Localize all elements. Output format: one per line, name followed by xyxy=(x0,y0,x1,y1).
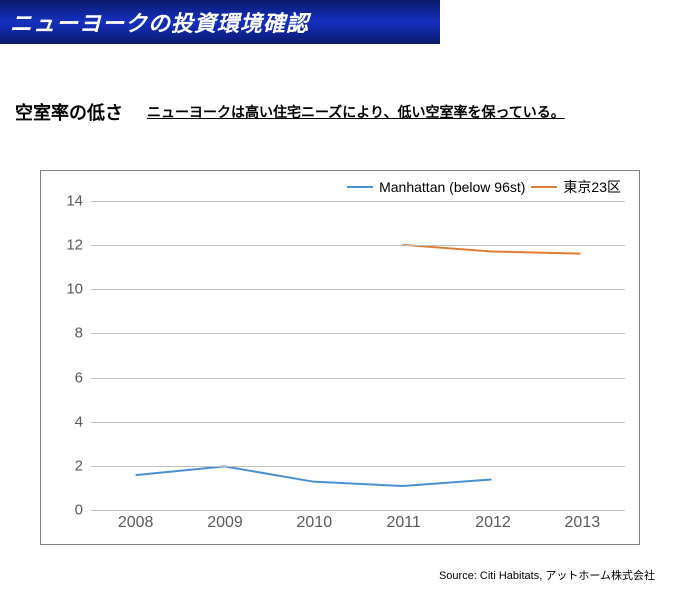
gridline xyxy=(91,422,625,423)
vacancy-chart: Manhattan (below 96st)東京23区 024681012142… xyxy=(40,170,640,545)
y-tick-label: 8 xyxy=(75,325,83,342)
x-tick-label: 2008 xyxy=(118,514,154,532)
y-tick-label: 10 xyxy=(66,281,83,298)
x-tick-label: 2010 xyxy=(297,514,333,532)
y-tick-label: 12 xyxy=(66,237,83,254)
x-tick-label: 2013 xyxy=(565,514,601,532)
chart-legend: Manhattan (below 96st) 東京23区 xyxy=(347,177,621,197)
gridline xyxy=(91,245,625,246)
gridline xyxy=(91,378,625,379)
x-tick-label: 2011 xyxy=(386,514,420,532)
section-subtitle: 空室率の低さ xyxy=(15,99,123,125)
x-tick-label: 2012 xyxy=(475,514,511,532)
subtitle-row: 空室率の低さ ニューヨークは高い住宅ニーズにより、低い空室率を保っている。 xyxy=(15,99,673,125)
source-text: Source: Citi Habitats, アットホーム株式会社 xyxy=(439,570,655,582)
y-tick-label: 2 xyxy=(75,457,83,474)
series-line xyxy=(403,245,581,254)
chart-source: Source: Citi Habitats, アットホーム株式会社 xyxy=(439,567,655,583)
gridline xyxy=(91,201,625,202)
chart-plot-area: 02468101214200820092010201120122013 xyxy=(91,201,625,508)
section-description: ニューヨークは高い住宅ニーズにより、低い空室率を保っている。 xyxy=(147,102,565,122)
x-tick-label: 2009 xyxy=(207,514,243,532)
gridline xyxy=(91,466,625,467)
legend-label: Manhattan (below 96st) xyxy=(379,179,525,195)
y-tick-label: 6 xyxy=(75,369,83,386)
gridline xyxy=(91,333,625,334)
legend-label: 東京23区 xyxy=(563,177,621,197)
gridline xyxy=(91,289,625,290)
chart-lines-svg xyxy=(91,201,625,508)
gridline xyxy=(91,510,625,511)
series-line xyxy=(136,466,492,486)
page-banner: ニューヨークの投資環境確認 xyxy=(0,0,440,44)
y-tick-label: 0 xyxy=(75,502,83,519)
y-tick-label: 4 xyxy=(75,413,83,430)
y-tick-label: 14 xyxy=(66,193,83,210)
banner-title: ニューヨークの投資環境確認 xyxy=(10,11,309,36)
legend-swatch xyxy=(347,186,373,188)
legend-swatch xyxy=(531,186,557,188)
